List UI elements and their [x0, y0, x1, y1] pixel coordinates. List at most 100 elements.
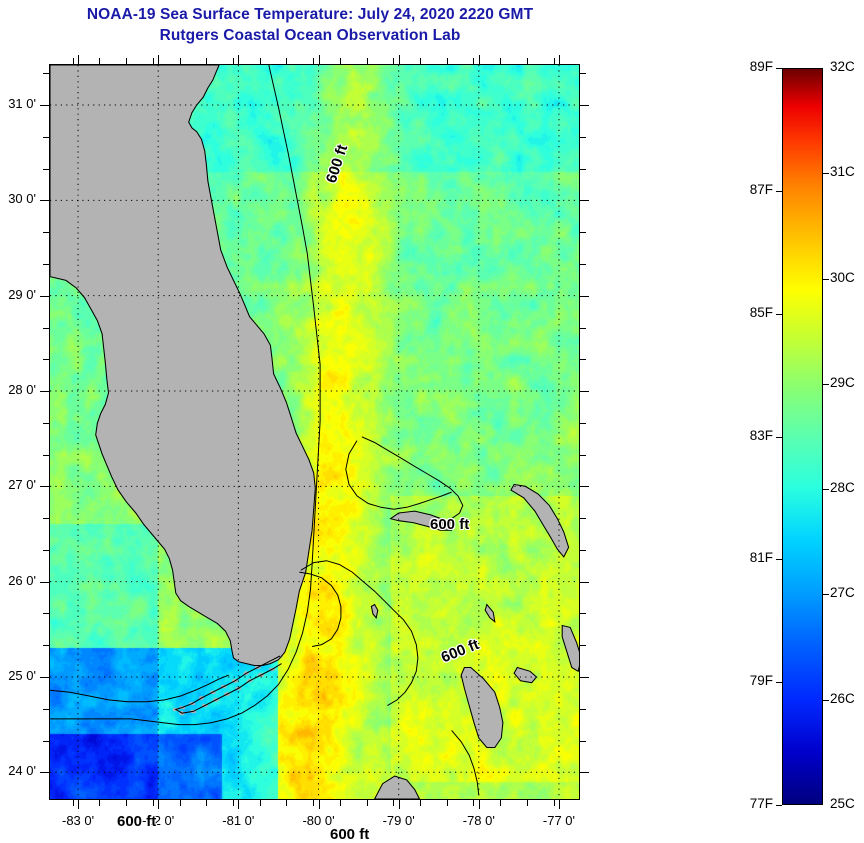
x-tick-minor — [393, 800, 395, 806]
x-tick-minor — [233, 800, 234, 806]
y-tick-minor-right — [580, 549, 586, 551]
x-axis-label: -80 0' — [302, 813, 335, 828]
y-tick-major — [40, 105, 49, 107]
y-tick-minor-right — [580, 454, 586, 456]
y-axis-label: 28 0' — [8, 382, 36, 397]
x-tick-minor — [72, 800, 74, 806]
x-tick-minor — [126, 800, 128, 806]
y-tick-minor-right — [580, 645, 586, 647]
x-tick-minor-top — [446, 58, 448, 64]
y-tick-minor-right — [580, 73, 586, 75]
y-tick-major — [40, 391, 49, 392]
sst-raster — [50, 65, 579, 799]
sst-map-plot[interactable] — [49, 64, 580, 800]
colorbar-tick-c — [823, 278, 829, 280]
map-vector-overlay — [50, 65, 579, 799]
x-tick-minor — [366, 800, 368, 806]
x-tick-minor-top — [553, 58, 555, 64]
x-tick-minor — [313, 800, 315, 806]
y-tick-minor-right — [580, 613, 586, 615]
x-tick-minor — [206, 800, 208, 806]
y-axis-label: 27 0' — [8, 477, 36, 493]
y-tick-minor — [43, 740, 49, 742]
colorbar-label-f: 85F — [749, 304, 773, 320]
x-tick-major-top — [78, 55, 80, 64]
x-tick-minor-top — [206, 58, 208, 64]
x-tick-major-top — [238, 55, 240, 64]
x-tick-minor-top — [393, 58, 395, 64]
x-tick-minor-top — [152, 58, 154, 64]
y-tick-minor-right — [580, 359, 586, 361]
colorbar-tick-f — [776, 190, 782, 192]
y-tick-minor-right — [580, 232, 586, 234]
x-tick-minor — [339, 800, 341, 806]
colorbar-label-c: 26C — [830, 690, 855, 706]
colorbar-label-c: 28C — [830, 480, 855, 496]
x-axis-label: -81 0' — [222, 813, 255, 828]
y-tick-minor — [43, 359, 49, 361]
y-axis-label: 29 0' — [8, 286, 36, 302]
colorbar-tick-c — [823, 383, 829, 385]
y-tick-major — [40, 486, 49, 488]
colorbar-label-c: 27C — [830, 585, 855, 601]
colorbar-tick-f — [776, 313, 782, 315]
x-tick-minor-top — [313, 58, 315, 64]
x-tick-major-top — [318, 55, 320, 64]
y-tick-minor — [43, 136, 49, 138]
x-tick-minor — [446, 800, 448, 806]
y-tick-minor — [43, 708, 49, 710]
colorbar-label-c: 29C — [830, 374, 855, 390]
title-line-2: Rutgers Coastal Ocean Observation Lab — [159, 27, 461, 44]
x-axis-label: -82 0' — [142, 813, 175, 828]
x-tick-major — [158, 800, 160, 809]
x-tick-minor-top — [339, 58, 341, 64]
x-tick-minor — [500, 800, 502, 806]
y-tick-major — [40, 200, 49, 202]
y-tick-major-right — [580, 391, 589, 392]
x-tick-major — [558, 800, 560, 809]
colorbar-tick-f — [776, 559, 782, 561]
colorbar-label-c: 30C — [830, 269, 855, 285]
y-tick-minor — [43, 168, 49, 170]
x-tick-major-top — [558, 55, 560, 64]
y-axis-label: 25 0' — [8, 667, 36, 683]
title-line-1: NOAA-19 Sea Surface Temperature: July 24… — [86, 6, 534, 23]
y-tick-minor-right — [580, 422, 586, 424]
colorbar-tick-f — [776, 68, 782, 69]
colorbar-tick-f — [776, 682, 782, 684]
y-axis-label: 24 0' — [8, 763, 36, 779]
colorbar-tick-c — [823, 699, 829, 701]
x-tick-major — [78, 800, 80, 809]
x-tick-minor-top — [526, 58, 528, 64]
colorbar-tick-f — [776, 805, 782, 806]
y-tick-minor — [43, 232, 49, 234]
x-tick-minor-top — [72, 58, 74, 64]
y-tick-minor-right — [580, 136, 586, 138]
x-tick-minor-top — [473, 58, 475, 64]
colorbar-label-c: 25C — [830, 796, 855, 811]
x-tick-minor — [179, 800, 181, 806]
y-tick-minor — [43, 73, 49, 75]
x-tick-minor-top — [286, 58, 288, 64]
y-tick-minor — [43, 454, 49, 456]
x-tick-major-top — [398, 55, 400, 64]
y-tick-minor — [43, 263, 49, 265]
y-tick-major-right — [580, 200, 589, 202]
axis-layer — [40, 55, 589, 809]
colorbar[interactable] — [782, 68, 823, 805]
x-tick-minor — [526, 800, 528, 806]
x-tick-minor-top — [99, 58, 101, 64]
y-tick-minor — [43, 327, 49, 329]
x-tick-minor-top — [126, 58, 128, 64]
bathymetry-contour-600ft — [50, 65, 480, 796]
x-tick-major — [318, 800, 320, 809]
x-tick-minor-top — [420, 58, 422, 64]
x-tick-major-top — [158, 55, 160, 64]
chart-title: NOAA-19 Sea Surface Temperature: July 24… — [0, 4, 620, 46]
colorbar-label-c: 32C — [830, 59, 855, 74]
y-tick-major — [40, 581, 49, 583]
y-tick-minor — [43, 645, 49, 647]
x-tick-minor — [259, 800, 261, 806]
